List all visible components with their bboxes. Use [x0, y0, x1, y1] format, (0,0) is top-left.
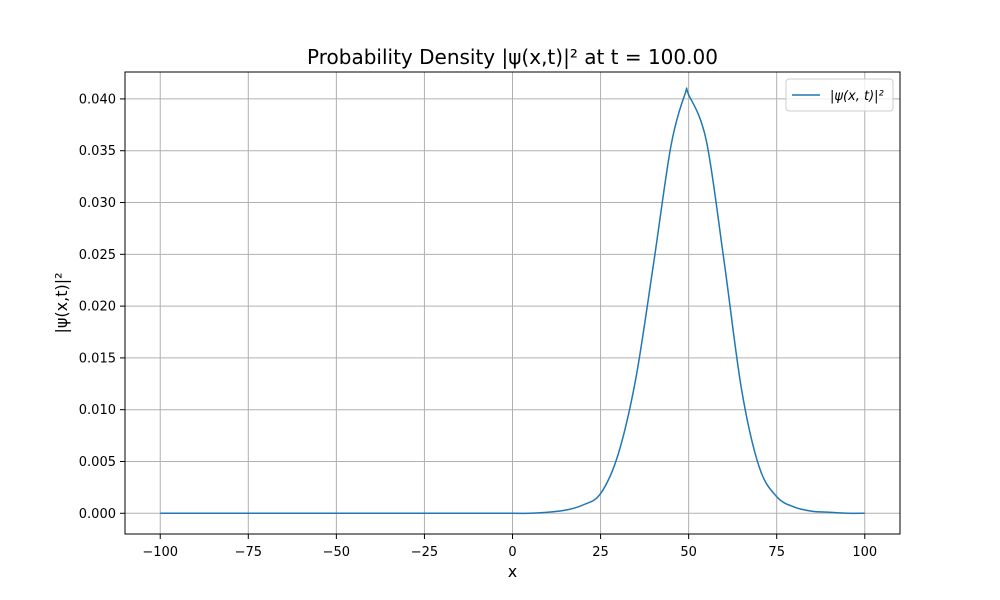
x-tick-label: 75	[768, 545, 785, 560]
legend-box	[785, 78, 894, 112]
y-tick-label: 0.020	[79, 300, 116, 315]
x-tick-label: −25	[411, 545, 438, 560]
y-axis-label: |ψ(x,t)|²	[52, 272, 71, 333]
x-tick-label: 25	[592, 545, 609, 560]
y-tick-label: 0.025	[79, 248, 116, 263]
y-tick-label: 0.000	[79, 507, 116, 522]
grid	[125, 72, 900, 534]
y-tick-label: 0.030	[79, 196, 116, 211]
x-tick-label: −75	[235, 545, 262, 560]
y-tick-label: 0.035	[79, 144, 116, 159]
x-tick-label: −100	[142, 545, 178, 560]
ticks: −100 −75 −50 −25 0 25 50 75 100 0.000 0.005 0.010 0.…	[79, 92, 877, 560]
chart-title: Probability Density |ψ(x,t)|² at t = 100…	[307, 45, 718, 69]
y-tick-label: 0.010	[79, 403, 116, 418]
y-tick-label: 0.040	[79, 92, 116, 107]
y-tick-label: 0.005	[79, 455, 116, 470]
x-tick-label: 100	[852, 545, 877, 560]
series-line-probability-density	[160, 87, 865, 515]
x-tick-label: −50	[323, 545, 350, 560]
x-axis-label: x	[508, 562, 517, 581]
legend[interactable]: |ψ(x, t)|²	[785, 78, 894, 112]
y-tick-label: 0.015	[79, 351, 116, 366]
x-tick-label: 50	[680, 545, 697, 560]
x-tick-label: 0	[508, 545, 516, 560]
legend-label-probability-density: |ψ(x, t)|²	[830, 89, 884, 104]
